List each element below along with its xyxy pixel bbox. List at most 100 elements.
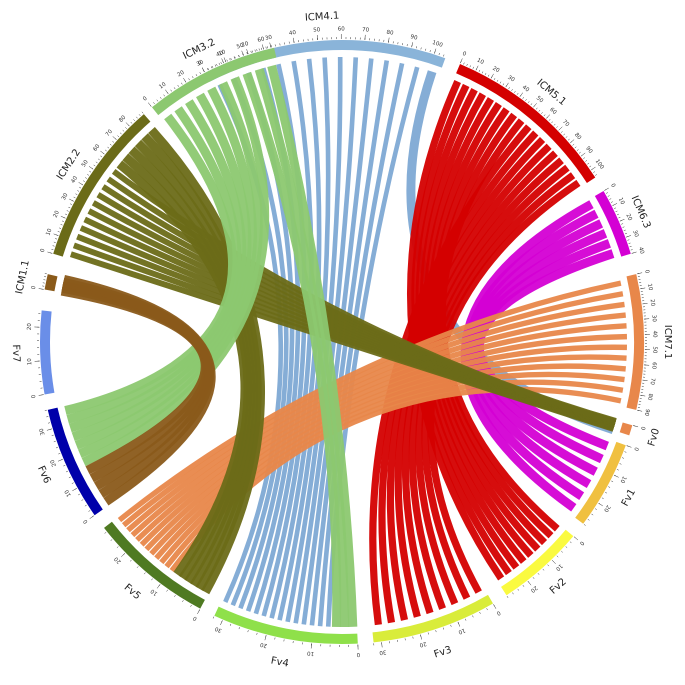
minor-tick bbox=[522, 96, 525, 99]
major-tick bbox=[519, 92, 524, 97]
minor-tick bbox=[611, 480, 614, 483]
major-tick bbox=[552, 560, 556, 564]
minor-tick bbox=[254, 49, 256, 52]
tick-label: 0 bbox=[609, 183, 616, 189]
minor-tick bbox=[75, 193, 78, 195]
tick-label: 50 bbox=[236, 42, 245, 50]
tick-label: 100 bbox=[594, 158, 605, 170]
tick-label: 20 bbox=[649, 299, 656, 307]
minor-tick bbox=[218, 62, 220, 65]
tick-label: 20 bbox=[624, 213, 632, 222]
major-tick bbox=[38, 288, 44, 290]
minor-tick bbox=[608, 486, 611, 488]
minor-tick bbox=[583, 157, 586, 159]
link-layer bbox=[60, 56, 628, 628]
minor-tick bbox=[177, 84, 179, 87]
link-ribbon bbox=[267, 64, 358, 627]
minor-tick bbox=[246, 52, 248, 55]
major-tick bbox=[533, 103, 537, 108]
minor-tick bbox=[601, 497, 604, 499]
major-tick bbox=[69, 198, 74, 202]
segment-arc bbox=[104, 521, 205, 609]
segment-arc bbox=[40, 310, 55, 395]
segment-label: ICM2.2 bbox=[55, 147, 83, 182]
tick-label: 70 bbox=[561, 119, 571, 129]
minor-tick bbox=[624, 232, 628, 235]
link-ribbon bbox=[149, 354, 627, 556]
minor-tick bbox=[535, 107, 538, 110]
minor-tick bbox=[551, 121, 553, 124]
minor-tick bbox=[78, 493, 81, 496]
tick-label: 10 bbox=[27, 357, 33, 365]
major-tick bbox=[165, 89, 169, 94]
segment-arc bbox=[456, 64, 596, 183]
minor-tick bbox=[238, 54, 240, 57]
minor-tick bbox=[256, 632, 258, 635]
segment-fv3: 0 10 20 30 Fv3 bbox=[372, 594, 501, 661]
minor-tick bbox=[104, 532, 107, 534]
minor-tick bbox=[130, 121, 133, 124]
minor-tick bbox=[593, 171, 596, 173]
minor-tick bbox=[129, 559, 132, 562]
minor-tick bbox=[609, 198, 612, 200]
major-tick bbox=[46, 428, 52, 431]
minor-tick bbox=[538, 109, 541, 112]
minor-tick bbox=[565, 136, 568, 138]
major-tick bbox=[581, 152, 586, 157]
tick-label: 20 bbox=[177, 70, 187, 79]
minor-tick bbox=[622, 226, 625, 228]
minor-tick bbox=[138, 114, 141, 116]
segment-label: Fv2 bbox=[548, 576, 569, 596]
tick-label: 0 bbox=[578, 540, 585, 547]
major-tick bbox=[626, 235, 632, 238]
link-icm7-1-to-fv5 bbox=[117, 280, 628, 573]
tick-label: 100 bbox=[431, 40, 443, 49]
major-tick bbox=[262, 44, 264, 50]
link-ribbon bbox=[242, 71, 342, 628]
minor-tick bbox=[465, 618, 467, 621]
minor-tick bbox=[578, 151, 581, 154]
segment-arc bbox=[44, 274, 58, 292]
minor-tick bbox=[627, 239, 630, 241]
tick-label: 0 bbox=[142, 95, 149, 102]
segment-icm4-1: 0 10 20 30 40 50 60 70 80 90 100 ICM4.1 bbox=[197, 11, 446, 82]
major-tick bbox=[642, 379, 648, 381]
minor-tick bbox=[81, 499, 84, 501]
major-tick bbox=[570, 139, 575, 144]
minor-tick bbox=[107, 146, 110, 149]
minor-tick bbox=[71, 482, 74, 484]
major-tick bbox=[598, 502, 603, 507]
minor-tick bbox=[159, 96, 162, 99]
major-tick bbox=[241, 50, 244, 56]
tick-label: 10 bbox=[646, 283, 653, 291]
minor-tick bbox=[478, 69, 481, 72]
link-ribbon bbox=[126, 301, 625, 533]
minor-tick bbox=[97, 158, 100, 161]
segment-label: Fv5 bbox=[122, 582, 143, 602]
minor-tick bbox=[95, 161, 98, 164]
minor-tick bbox=[443, 54, 445, 57]
minor-tick bbox=[496, 79, 499, 82]
major-tick bbox=[156, 584, 161, 589]
major-tick bbox=[100, 150, 105, 155]
segment-arc bbox=[501, 529, 574, 596]
segment-icm7-1: 0 10 20 30 40 50 60 70 80 90 ICM7.1 bbox=[626, 269, 673, 417]
tick-label: 30 bbox=[214, 625, 223, 633]
minor-tick bbox=[472, 66, 474, 69]
major-tick bbox=[221, 58, 224, 64]
minor-tick bbox=[463, 62, 465, 65]
minor-tick bbox=[563, 133, 566, 136]
minor-tick bbox=[234, 56, 236, 59]
minor-tick bbox=[85, 177, 87, 179]
major-tick bbox=[147, 102, 152, 107]
minor-tick bbox=[87, 174, 90, 176]
minor-tick bbox=[618, 216, 621, 219]
segment-fv7: 0 10 20 Fv7 bbox=[10, 310, 55, 399]
tick-label: 90 bbox=[584, 146, 593, 156]
link-ribbon bbox=[148, 127, 265, 595]
tick-label: 20 bbox=[259, 641, 268, 649]
segment-label: Fv6 bbox=[35, 464, 52, 485]
minor-tick bbox=[621, 457, 625, 459]
